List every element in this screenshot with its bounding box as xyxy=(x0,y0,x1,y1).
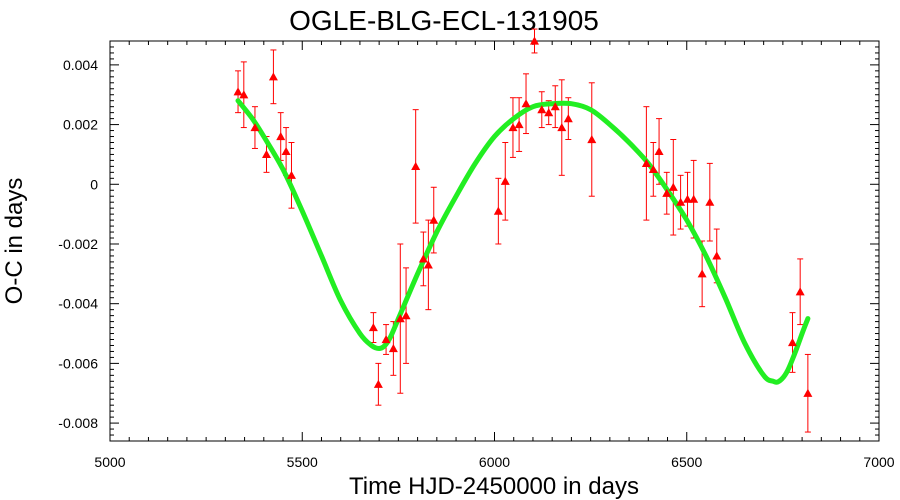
data-point-triangle xyxy=(401,311,411,320)
data-point-triangle xyxy=(668,182,678,191)
y-axis-label: O-C in days xyxy=(1,178,28,305)
y-tick-label: -0.004 xyxy=(58,296,98,312)
data-point-triangle xyxy=(508,123,518,132)
y-tick-label: 0.004 xyxy=(63,57,98,73)
data-point-triangle xyxy=(418,254,428,263)
data-point-triangle xyxy=(521,99,531,108)
data-point-triangle xyxy=(281,146,291,156)
data-point-triangle xyxy=(787,337,797,347)
data-points xyxy=(233,36,813,397)
data-point-triangle xyxy=(654,146,664,156)
fit-curve-line xyxy=(235,98,811,385)
data-point-triangle xyxy=(286,170,296,179)
data-point-triangle xyxy=(641,158,651,167)
data-point-triangle xyxy=(803,388,813,397)
y-tick-label: 0 xyxy=(90,176,98,192)
data-point-triangle xyxy=(423,260,433,269)
data-point-triangle xyxy=(587,135,597,144)
data-point-triangle xyxy=(381,335,391,344)
data-point-triangle xyxy=(493,206,503,215)
data-point-triangle xyxy=(388,343,398,353)
y-tick-label: -0.006 xyxy=(58,355,98,371)
data-point-triangle xyxy=(662,188,672,197)
data-point-triangle xyxy=(250,123,260,132)
axis-ticks xyxy=(109,40,880,442)
data-point-triangle xyxy=(529,36,539,45)
data-point-triangle xyxy=(544,108,554,117)
x-tick-label: 6500 xyxy=(671,454,702,470)
x-tick-label: 5500 xyxy=(287,454,318,470)
data-point-triangle xyxy=(712,251,722,260)
data-point-triangle xyxy=(411,161,421,170)
y-tick-label: 0.002 xyxy=(63,117,98,133)
y-tick-label: -0.002 xyxy=(58,236,98,252)
data-point-triangle xyxy=(368,323,378,332)
data-point-triangle xyxy=(395,314,405,323)
data-point-triangle xyxy=(705,197,715,206)
y-tick-label: -0.008 xyxy=(58,415,98,431)
data-point-triangle xyxy=(557,123,567,132)
x-tick-label: 6000 xyxy=(479,454,510,470)
data-point-triangle xyxy=(795,287,805,296)
data-point-triangle xyxy=(697,269,707,278)
data-point-triangle xyxy=(276,132,286,141)
data-point-triangle xyxy=(514,120,524,129)
x-axis-label: Time HJD-2450000 in days xyxy=(349,473,639,500)
x-tick-label: 5000 xyxy=(94,454,125,470)
data-point-triangle xyxy=(373,379,383,388)
data-point-triangle xyxy=(550,102,560,111)
error-bars xyxy=(235,28,811,433)
data-point-triangle xyxy=(676,197,686,206)
data-point-triangle xyxy=(689,194,699,203)
data-point-triangle xyxy=(683,194,693,203)
plot-frame xyxy=(109,40,880,442)
data-point-triangle xyxy=(537,105,547,114)
x-tick-label: 7000 xyxy=(863,454,894,470)
data-point-triangle xyxy=(648,164,658,173)
data-point-triangle xyxy=(500,176,510,185)
data-point-triangle xyxy=(261,149,271,159)
data-point-triangle xyxy=(239,90,249,99)
chart-title: OGLE-BLG-ECL-131905 xyxy=(289,5,599,36)
data-point-triangle xyxy=(563,114,573,123)
data-point-triangle xyxy=(429,215,439,224)
data-point-triangle xyxy=(233,87,243,96)
data-point-triangle xyxy=(268,72,278,81)
axis-tick-labels: 5000 5500 6000 6500 7000 0.004 0.002 0 -0.002 -0.… xyxy=(58,57,894,470)
